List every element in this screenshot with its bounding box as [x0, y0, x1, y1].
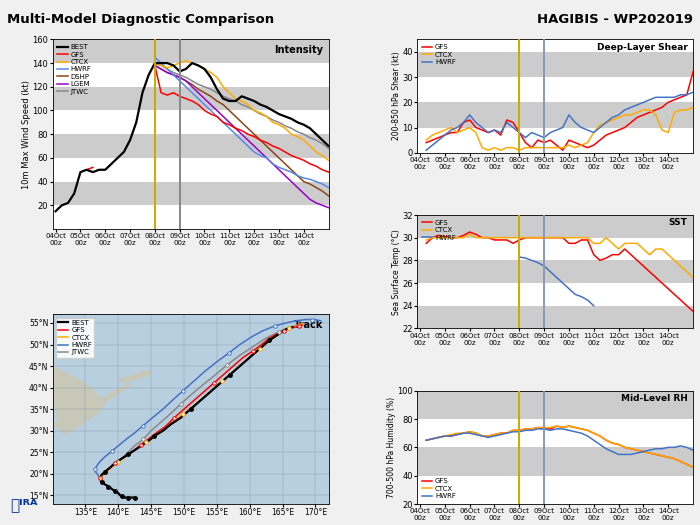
- Bar: [52, 87, 328, 110]
- Bar: [417, 260, 693, 283]
- Y-axis label: 10m Max Wind Speed (kt): 10m Max Wind Speed (kt): [22, 80, 31, 188]
- Polygon shape: [52, 383, 132, 418]
- Text: HAGIBIS - WP202019: HAGIBIS - WP202019: [537, 13, 693, 26]
- Bar: [417, 52, 693, 77]
- Y-axis label: 200-850 hPa Shear (kt): 200-850 hPa Shear (kt): [392, 52, 400, 140]
- Text: Mid-Level RH: Mid-Level RH: [621, 394, 687, 403]
- Bar: [52, 182, 328, 205]
- Y-axis label: Sea Surface Temp (°C): Sea Surface Temp (°C): [392, 229, 400, 314]
- Legend: GFS, CTCX, HWRF: GFS, CTCX, HWRF: [421, 477, 457, 500]
- Text: Deep-Layer Shear: Deep-Layer Shear: [596, 43, 687, 52]
- Text: Multi-Model Diagnostic Comparison: Multi-Model Diagnostic Comparison: [7, 13, 274, 26]
- Bar: [417, 215, 693, 238]
- Y-axis label: 700-500 hPa Humidity (%): 700-500 hPa Humidity (%): [386, 397, 395, 498]
- Text: Intensity: Intensity: [274, 45, 323, 55]
- Polygon shape: [118, 371, 151, 383]
- Legend: BEST, GFS, CTCX, HWRF, DSHP, LGEM, JTWC: BEST, GFS, CTCX, HWRF, DSHP, LGEM, JTWC: [56, 43, 93, 96]
- Polygon shape: [69, 414, 92, 418]
- Polygon shape: [26, 398, 52, 414]
- Text: Track: Track: [294, 320, 323, 330]
- Bar: [417, 306, 693, 328]
- Polygon shape: [52, 366, 105, 435]
- Bar: [417, 391, 693, 419]
- Bar: [417, 102, 693, 128]
- Legend: GFS, CTCX, HWRF: GFS, CTCX, HWRF: [421, 218, 457, 242]
- Legend: GFS, CTCX, HWRF: GFS, CTCX, HWRF: [421, 43, 457, 66]
- Bar: [52, 134, 328, 158]
- Legend: BEST, GFS, CTCX, HWRF, JTWC: BEST, GFS, CTCX, HWRF, JTWC: [56, 318, 94, 358]
- Text: Ⓒᴵᴿᴬ: Ⓒᴵᴿᴬ: [10, 497, 38, 512]
- Polygon shape: [49, 416, 72, 428]
- Bar: [52, 39, 328, 63]
- Bar: [417, 447, 693, 476]
- Text: SST: SST: [668, 218, 687, 227]
